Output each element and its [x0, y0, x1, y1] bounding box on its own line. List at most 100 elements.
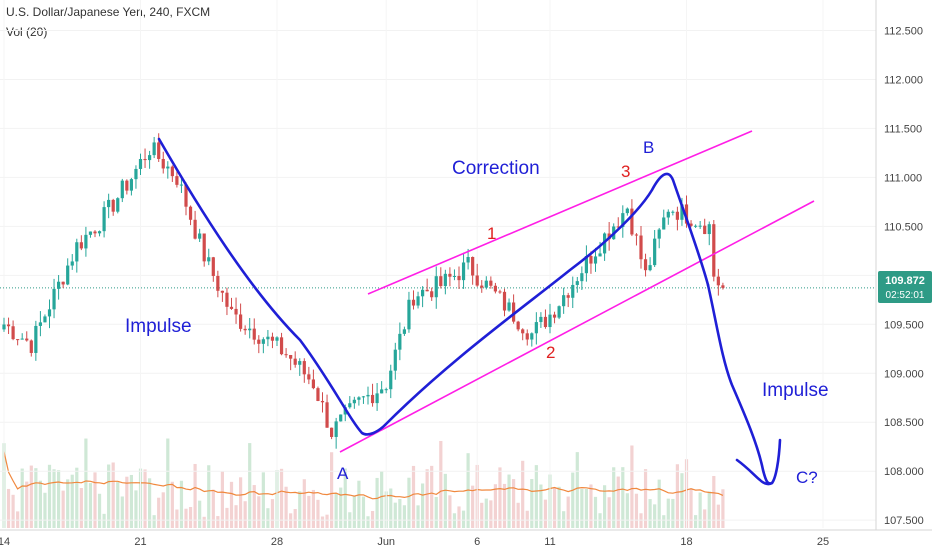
candle-body	[79, 242, 83, 249]
time-tick-label: 18	[680, 536, 692, 548]
candle-body	[143, 158, 147, 161]
candle-body	[352, 399, 356, 404]
candle-body	[202, 233, 206, 262]
volume-bar	[521, 460, 525, 528]
candle-body	[557, 306, 561, 318]
candle-body	[466, 256, 470, 263]
candle-body	[293, 358, 297, 365]
volume-bar	[293, 509, 297, 528]
volume-bar	[225, 507, 229, 528]
candle-body	[152, 142, 156, 156]
volume-bar	[434, 496, 438, 528]
candle-body	[616, 226, 620, 228]
candle-body	[302, 361, 306, 375]
candle-body	[512, 302, 516, 322]
volume-bar	[498, 467, 502, 528]
volume-bar	[84, 438, 88, 528]
volume-bar	[43, 492, 47, 528]
candle-body	[598, 253, 602, 257]
candle-body	[57, 281, 61, 289]
wave-c-curl-drawing[interactable]	[735, 458, 774, 486]
volume-bar	[261, 472, 265, 528]
volume-bar	[680, 473, 684, 528]
label-wave-a[interactable]: A	[337, 464, 349, 483]
volume-bar	[489, 500, 493, 528]
volume-bar	[589, 484, 593, 528]
price-axis-panel[interactable]	[876, 0, 932, 530]
label-impulse-right[interactable]: Impulse	[762, 380, 829, 401]
volume-bar	[270, 499, 275, 528]
candle-body	[516, 321, 520, 330]
candle-body	[43, 316, 47, 323]
time-tick-label: 28	[271, 536, 283, 548]
candle-body	[407, 299, 411, 330]
volume-bar	[662, 515, 666, 528]
candle-body	[129, 179, 133, 191]
volume-bar	[179, 480, 184, 528]
candle-body	[11, 326, 15, 340]
volume-bar	[370, 511, 375, 528]
candle-body	[16, 339, 20, 341]
price-tag-background	[878, 271, 932, 303]
candle-body	[471, 256, 475, 276]
candle-body	[311, 379, 315, 389]
label-impulse-left[interactable]: Impulse	[125, 316, 192, 337]
price-tick-label: 108.000	[884, 466, 924, 478]
volume-bar	[161, 492, 165, 528]
channel-lower-line[interactable]	[339, 200, 815, 453]
candle-body	[348, 403, 352, 408]
candle-body	[684, 204, 689, 224]
label-correction[interactable]: Correction	[452, 158, 540, 179]
time-tick-label: 6	[474, 536, 480, 548]
volume-bar	[93, 472, 97, 528]
volume-bar	[120, 496, 124, 528]
volume-bar	[243, 501, 247, 528]
label-wave-c[interactable]: C?	[796, 468, 818, 487]
volume-bar	[102, 513, 106, 528]
wave-c-drawing[interactable]	[706, 283, 782, 485]
volume-bar	[575, 452, 579, 528]
volume-bar	[530, 479, 534, 528]
volume-bar	[653, 504, 657, 528]
channel-upper-line[interactable]	[367, 130, 753, 295]
volume-bar	[443, 473, 447, 528]
candle-body	[257, 339, 261, 344]
label-wave-3[interactable]: 3	[621, 162, 630, 181]
candle-body	[703, 225, 707, 235]
candle-body	[339, 414, 343, 422]
volume-bar	[430, 465, 434, 528]
candle-body	[484, 280, 488, 288]
volume-bar	[657, 479, 661, 528]
last-price-tag[interactable]: 109.872 02:52:01	[878, 271, 932, 303]
candle-body	[639, 235, 643, 260]
volume-bar	[47, 464, 52, 528]
candle-body	[120, 180, 124, 199]
volume-bar	[339, 487, 343, 528]
label-wave-2[interactable]: 2	[546, 343, 555, 362]
volume-bar	[211, 489, 215, 528]
price-tick-label: 112.500	[884, 25, 923, 37]
wave-a-drawing[interactable]	[157, 137, 387, 436]
wave-b-drawing[interactable]	[383, 172, 710, 427]
candle-body	[193, 219, 197, 239]
candle-body	[234, 308, 238, 315]
volume-bar	[689, 488, 693, 528]
volume-bar	[539, 484, 543, 528]
candle-body	[75, 242, 79, 262]
price-tick-label: 108.500	[884, 417, 924, 429]
candle-body	[489, 280, 493, 286]
volume-bar	[712, 476, 716, 528]
volume-bar	[320, 516, 325, 528]
volume-indicator-label[interactable]: Vol (20)	[6, 25, 48, 39]
candle-body	[653, 238, 657, 266]
volume-bar	[607, 497, 611, 528]
volume-bar	[616, 476, 620, 528]
volume-bar	[143, 469, 147, 528]
candle-body	[207, 257, 211, 262]
volume-bar	[375, 477, 379, 528]
label-wave-b[interactable]: B	[643, 138, 654, 157]
label-wave-1[interactable]: 1	[487, 224, 496, 243]
candle-body	[20, 338, 24, 340]
candle-body	[52, 288, 56, 310]
